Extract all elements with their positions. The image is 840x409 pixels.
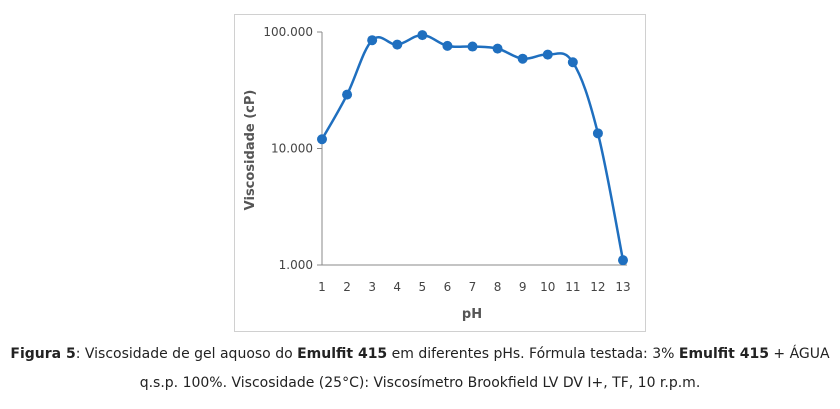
data-point <box>367 35 378 46</box>
x-tick-label: 3 <box>368 280 376 294</box>
y-tick-label: 100.000 <box>263 25 313 39</box>
series-line <box>320 33 625 261</box>
x-axis-title: pH <box>462 307 482 322</box>
x-tick-label: 11 <box>565 280 580 294</box>
caption-line-1-segment: em diferentes pHs. Fórmula testada: 3% <box>387 346 679 362</box>
x-tick-label: 4 <box>393 280 401 294</box>
caption-line-1-segment: Figura 5 <box>10 346 76 362</box>
x-tick-label: 6 <box>444 280 452 294</box>
data-point <box>542 49 553 60</box>
x-tick-label: 12 <box>590 280 605 294</box>
y-tick-label: 1.000 <box>279 258 313 272</box>
y-tick-labels: 1.000 10.000 100.000 <box>263 25 313 272</box>
x-tick-label: 8 <box>494 280 502 294</box>
data-point <box>342 89 353 100</box>
x-tick-label: 2 <box>343 280 351 294</box>
x-tick-label: 9 <box>519 280 527 294</box>
x-tick-label: 5 <box>419 280 427 294</box>
caption-line-1-segment: Emulfit 415 <box>678 346 769 362</box>
data-points <box>317 30 628 266</box>
caption-line-1-segment: + ÁGUA <box>768 346 830 362</box>
caption-line-1-segment: : Viscosidade de gel aquoso do <box>75 346 298 362</box>
x-tick-label: 1 <box>318 280 326 294</box>
x-tick-labels: 1 2 3 4 5 6 7 8 9 10 11 12 13 <box>318 280 630 294</box>
axes <box>317 31 627 266</box>
x-tick-label: 7 <box>469 280 477 294</box>
data-point <box>618 255 628 266</box>
data-point <box>517 53 528 64</box>
data-point <box>317 134 327 145</box>
data-point <box>492 43 503 54</box>
caption-line-2-segment: q.s.p. 100%. Viscosidade (25°C): Viscosí… <box>139 375 701 391</box>
data-point <box>567 57 578 68</box>
data-point <box>467 41 478 52</box>
data-point <box>442 40 453 51</box>
chart-frame <box>234 14 646 332</box>
data-point <box>392 39 403 50</box>
y-axis-title: Viscosidade (cP) <box>243 90 258 211</box>
y-tick-label: 10.000 <box>271 142 313 156</box>
figure-caption-line-2: q.s.p. 100%. Viscosidade (25°C): Viscosí… <box>0 375 840 391</box>
data-point <box>592 128 603 139</box>
figure-caption-line-1: Figura 5: Viscosidade de gel aquoso do E… <box>0 346 840 362</box>
caption-line-1-segment: Emulfit 415 <box>297 346 388 362</box>
data-point <box>417 30 428 41</box>
x-tick-label: 13 <box>615 280 630 294</box>
x-tick-label: 10 <box>540 280 555 294</box>
